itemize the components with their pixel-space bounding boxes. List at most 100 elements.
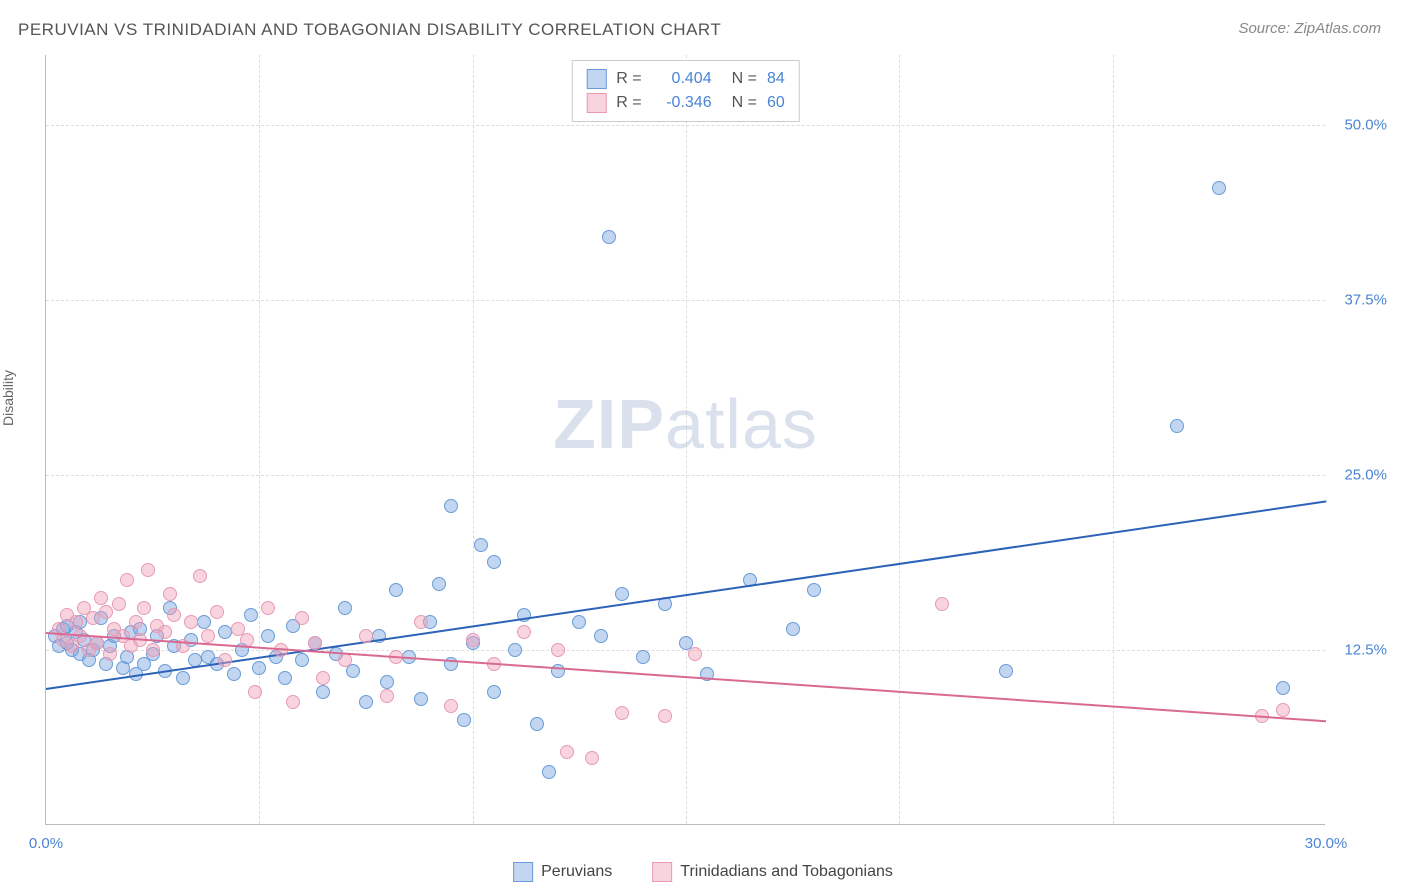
- data-point: [457, 713, 471, 727]
- data-point: [615, 587, 629, 601]
- y-tick-label: 25.0%: [1344, 467, 1387, 484]
- legend-swatch: [586, 69, 606, 89]
- data-point: [278, 671, 292, 685]
- y-tick-label: 50.0%: [1344, 117, 1387, 134]
- data-point: [295, 611, 309, 625]
- source-label: Source: ZipAtlas.com: [1238, 20, 1381, 37]
- data-point: [252, 661, 266, 675]
- data-point: [380, 689, 394, 703]
- gridline-v: [1113, 55, 1114, 824]
- data-point: [530, 717, 544, 731]
- data-point: [615, 706, 629, 720]
- data-point: [167, 608, 181, 622]
- data-point: [414, 692, 428, 706]
- data-point: [594, 629, 608, 643]
- data-point: [474, 538, 488, 552]
- data-point: [807, 583, 821, 597]
- series-name: Trinidadians and Tobagonians: [680, 863, 893, 881]
- series-legend: Peruvians Trinidadians and Tobagonians: [513, 862, 893, 882]
- data-point: [146, 643, 160, 657]
- data-point: [508, 643, 522, 657]
- correlation-legend: R =0.404N =84R =-0.346N =60: [571, 60, 799, 122]
- data-point: [786, 622, 800, 636]
- data-point: [585, 751, 599, 765]
- data-point: [688, 647, 702, 661]
- data-point: [248, 685, 262, 699]
- legend-n-label: N =: [732, 94, 757, 112]
- data-point: [636, 650, 650, 664]
- legend-swatch: [513, 862, 533, 882]
- data-point: [90, 636, 104, 650]
- data-point: [184, 615, 198, 629]
- data-point: [1276, 681, 1290, 695]
- data-point: [466, 633, 480, 647]
- data-point: [444, 499, 458, 513]
- data-point: [1212, 181, 1226, 195]
- data-point: [999, 664, 1013, 678]
- data-point: [197, 615, 211, 629]
- data-point: [935, 597, 949, 611]
- data-point: [380, 675, 394, 689]
- legend-r-value: 0.404: [652, 70, 712, 88]
- data-point: [359, 695, 373, 709]
- data-point: [94, 591, 108, 605]
- series-legend-item: Peruvians: [513, 862, 612, 882]
- series-legend-item: Trinidadians and Tobagonians: [652, 862, 893, 882]
- data-point: [658, 709, 672, 723]
- data-point: [487, 555, 501, 569]
- data-point: [244, 608, 258, 622]
- legend-row: R = -0.346 N = 60: [586, 91, 784, 115]
- data-point: [227, 667, 241, 681]
- data-point: [602, 230, 616, 244]
- data-point: [487, 685, 501, 699]
- legend-row: R =0.404N =84: [586, 67, 784, 91]
- data-point: [517, 625, 531, 639]
- data-point: [338, 601, 352, 615]
- data-point: [316, 671, 330, 685]
- gridline-v: [259, 55, 260, 824]
- legend-r-label: R =: [616, 70, 641, 88]
- legend-n-label: N =: [732, 70, 757, 88]
- data-point: [346, 664, 360, 678]
- legend-swatch: [586, 93, 606, 113]
- data-point: [141, 563, 155, 577]
- data-point: [158, 625, 172, 639]
- data-point: [103, 647, 117, 661]
- legend-r-label: R =: [616, 94, 641, 112]
- data-point: [1170, 419, 1184, 433]
- data-point: [286, 695, 300, 709]
- data-point: [201, 629, 215, 643]
- gridline-v: [473, 55, 474, 824]
- data-point: [295, 653, 309, 667]
- chart-title: PERUVIAN VS TRINIDADIAN AND TOBAGONIAN D…: [18, 20, 721, 40]
- data-point: [261, 629, 275, 643]
- data-point: [542, 765, 556, 779]
- legend-n-value: 60: [767, 94, 785, 112]
- data-point: [163, 587, 177, 601]
- legend-r-value: -0.346: [652, 94, 712, 112]
- gridline-v: [686, 55, 687, 824]
- x-tick-label: 0.0%: [29, 835, 63, 852]
- data-point: [414, 615, 428, 629]
- data-point: [120, 573, 134, 587]
- y-axis-label: Disability: [0, 370, 16, 426]
- y-tick-label: 37.5%: [1344, 292, 1387, 309]
- data-point: [572, 615, 586, 629]
- data-point: [1276, 703, 1290, 717]
- data-point: [389, 583, 403, 597]
- plot-area: ZIPatlas R =0.404N =84R =-0.346N =60 12.…: [45, 55, 1325, 825]
- data-point: [218, 625, 232, 639]
- data-point: [551, 643, 565, 657]
- data-point: [99, 605, 113, 619]
- data-point: [359, 629, 373, 643]
- data-point: [316, 685, 330, 699]
- data-point: [69, 615, 83, 629]
- series-name: Peruvians: [541, 863, 612, 881]
- watermark-part2: atlas: [665, 385, 818, 463]
- data-point: [218, 653, 232, 667]
- data-point: [112, 597, 126, 611]
- data-point: [129, 615, 143, 629]
- data-point: [308, 636, 322, 650]
- data-point: [432, 577, 446, 591]
- watermark-part1: ZIP: [553, 385, 665, 463]
